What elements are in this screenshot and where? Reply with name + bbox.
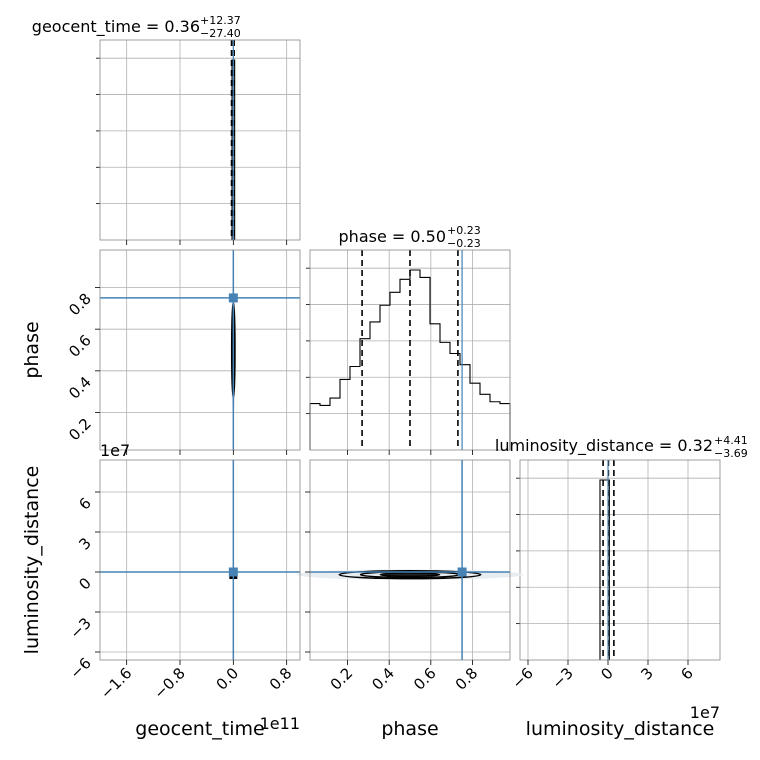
xtick-label-geocent_time: 0.0 (213, 664, 243, 694)
offset-luminosity_distance-x: 1e7 (690, 703, 720, 722)
ytick-label-luminosity_distance: 3 (75, 534, 94, 553)
ytick-label-luminosity_distance: −3 (66, 614, 94, 642)
title-luminosity_distance-plus: +4.41 (714, 434, 748, 447)
title-geocent_time-minus: −27.40 (200, 27, 241, 40)
ylabel-phase: phase (21, 321, 43, 378)
offset-luminosity_distance-y: 1e7 (100, 441, 130, 460)
ytick-label-phase: 0.6 (65, 331, 95, 361)
hist-frame-luminosity_distance (519, 459, 721, 661)
frame-luminosity_distance-vs-geocent_time (99, 459, 301, 661)
title-phase-plus: +0.23 (447, 224, 481, 237)
title-geocent_time: geocent_time = 0.36 (32, 17, 200, 37)
title-geocent_time-plus: +12.37 (200, 14, 241, 27)
truth-marker-phase_vs_geocent_time (228, 293, 238, 303)
title-luminosity_distance: luminosity_distance = 0.32 (495, 436, 713, 456)
frame-phase_vs_geocent_time (99, 249, 301, 451)
xtick-label-phase: 0.4 (368, 664, 398, 694)
xtick-label-luminosity_distance: 3 (637, 664, 656, 683)
contour-luminosity_distance_vs_phase (379, 572, 441, 578)
panel-phase-vs-geocent_time-bg (100, 250, 300, 450)
xtick-label-luminosity_distance: −3 (548, 664, 576, 692)
frame-luminosity_distance_vs_phase (309, 459, 511, 661)
background-layer (96, 40, 720, 660)
xtick-label-luminosity_distance: 0 (597, 664, 616, 683)
xtick-label-luminosity_distance: −6 (508, 664, 536, 692)
hist-frame-geocent_time (99, 39, 301, 241)
hist-panel-geocent_time-bg (100, 40, 300, 240)
xtick-label-luminosity_distance: 6 (677, 664, 696, 683)
offset-geocent_time-x: 1e11 (260, 714, 300, 733)
ytick-label-luminosity_distance: −6 (66, 654, 94, 682)
xtick-label-geocent_time: −1.6 (97, 664, 135, 702)
xtick-label-phase: 0.8 (452, 664, 482, 694)
panel-luminosity_distance-vs-phase-bg (310, 460, 510, 660)
marks-layer (95, 39, 721, 665)
xlabel-phase: phase (381, 718, 438, 740)
xlabel-luminosity_distance: luminosity_distance (526, 718, 715, 740)
truth-marker-luminosity_distance-vs-geocent_time (228, 567, 238, 577)
truth-marker-luminosity_distance_vs_phase (457, 567, 467, 577)
xtick-label-geocent_time: 0.8 (266, 664, 296, 694)
ytick-label-luminosity_distance: 6 (75, 494, 94, 513)
title-phase-minus: −0.23 (447, 237, 481, 250)
title-luminosity_distance-minus: −3.69 (714, 447, 748, 460)
panel-luminosity_distance-vs-geocent_time-bg (100, 460, 300, 660)
ytick-label-phase: 0.4 (65, 373, 95, 403)
hist-frame-phase (309, 249, 511, 451)
ytick-label-phase: 0.8 (65, 290, 95, 320)
ylabel-luminosity_distance: luminosity_distance (21, 466, 43, 655)
xlabel-geocent_time: geocent_time (135, 718, 264, 740)
ytick-label-luminosity_distance: 0 (75, 574, 94, 593)
ytick-label-phase: 0.2 (65, 415, 95, 445)
xtick-label-phase: 0.2 (327, 664, 357, 694)
hist-panel-luminosity_distance-bg (520, 460, 720, 660)
hist-bars-luminosity_distance (599, 479, 610, 660)
contour-luminosity_distance_vs_phase (338, 569, 482, 580)
xtick-label-geocent_time: −0.8 (150, 664, 188, 702)
title-phase: phase = 0.50 (339, 227, 446, 246)
xtick-label-phase: 0.6 (410, 664, 440, 694)
